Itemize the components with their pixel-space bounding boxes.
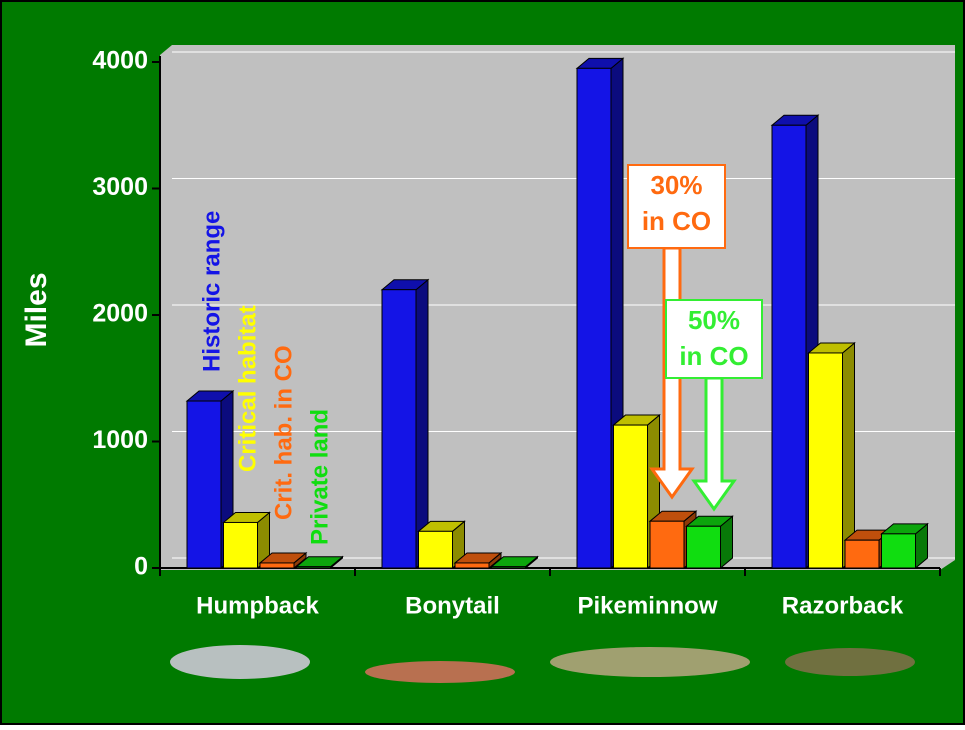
annotation-text: in CO xyxy=(679,341,748,371)
bar xyxy=(382,290,416,568)
fish xyxy=(785,648,915,676)
bar xyxy=(419,531,453,568)
y-tick-label: 2000 xyxy=(92,300,148,328)
legend-label: Historic range xyxy=(198,211,225,372)
x-tick-label: Pikeminnow xyxy=(577,592,717,619)
bar xyxy=(809,353,843,568)
fish xyxy=(365,661,515,683)
bar xyxy=(687,526,721,568)
y-tick-label: 3000 xyxy=(92,173,148,201)
bar xyxy=(455,563,489,568)
x-tick-label: Razorback xyxy=(782,592,904,619)
y-tick-label: 4000 xyxy=(92,47,148,75)
legend-label: Private land xyxy=(306,409,333,545)
bar xyxy=(260,563,294,568)
bar xyxy=(187,401,221,568)
annotation-text: 50% xyxy=(688,305,740,335)
bar xyxy=(882,534,916,568)
fish xyxy=(550,647,750,677)
annotation-text: in CO xyxy=(642,206,711,236)
bar xyxy=(614,425,648,568)
bar xyxy=(492,567,526,568)
bar xyxy=(224,522,258,568)
bar xyxy=(845,540,879,568)
bar xyxy=(577,68,611,568)
fish xyxy=(170,645,310,679)
y-tick-label: 0 xyxy=(134,553,148,581)
bar xyxy=(772,125,806,568)
bar xyxy=(650,521,684,568)
legend-label: Critical habitat xyxy=(234,305,261,472)
chart: Miles 0 1000 2000 3000 4000 Humpback Bonytail P… xyxy=(0,0,965,725)
x-tick-label: Humpback xyxy=(196,592,319,619)
y-axis-title: Miles xyxy=(20,272,53,347)
bar xyxy=(297,567,331,568)
annotation-text: 30% xyxy=(650,170,702,200)
y-tick-label: 1000 xyxy=(92,426,148,454)
x-tick-label: Bonytail xyxy=(405,592,500,619)
legend-label: Crit. hab. in CO xyxy=(270,345,297,520)
